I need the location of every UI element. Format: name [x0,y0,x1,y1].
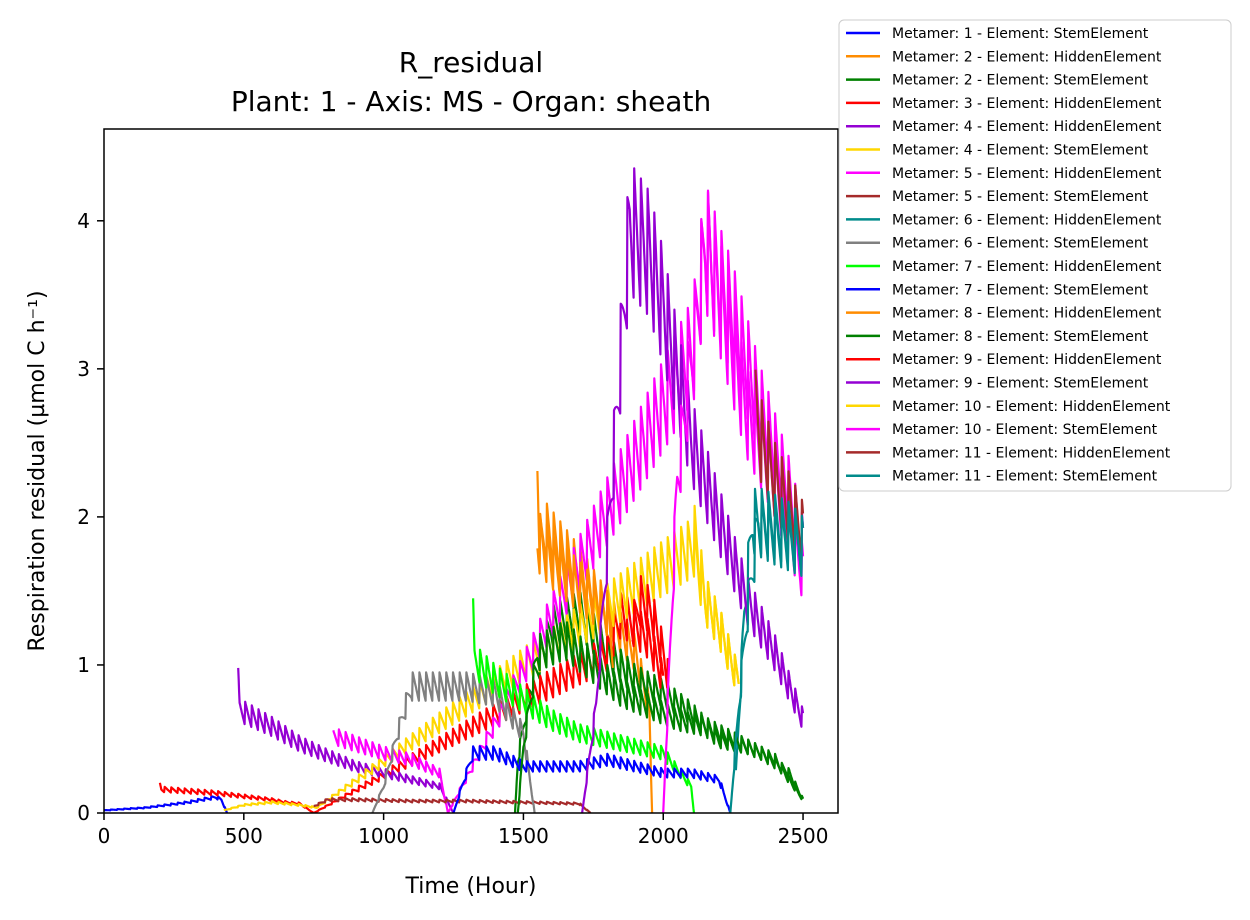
series-line-13 [536,512,614,668]
legend-entry: Metamer: 11 - Element: StemElement [892,469,1158,485]
series-line-11 [472,598,696,813]
legend-entry: Metamer: 5 - Element: StemElement [892,189,1149,205]
series-layer [104,167,805,813]
legend-entry: Metamer: 4 - Element: HiddenElement [892,119,1162,135]
series-line-8 [313,797,592,813]
series-line-16 [581,167,805,813]
series-line-17 [692,504,740,687]
x-tick-label: 1000 [358,824,409,848]
chart-subtitle: Plant: 1 - Axis: MS - Organ: sheath [231,85,711,118]
series-line-14 [516,621,805,813]
legend-entry: Metamer: 11 - Element: HiddenElement [892,445,1171,461]
legend-entry: Metamer: 6 - Element: HiddenElement [892,212,1162,228]
legend-entry: Metamer: 7 - Element: HiddenElement [892,259,1162,275]
y-tick-label: 3 [77,357,90,381]
legend-entry: Metamer: 3 - Element: HiddenElement [892,96,1162,112]
series-line-3 [513,591,805,813]
y-axis-label: Respiration residual (µmol C h⁻¹) [25,290,50,651]
legend: Metamer: 1 - Element: StemElement Metamer… [838,19,1232,492]
legend-entry: Metamer: 8 - Element: HiddenElement [892,306,1162,322]
legend-box [838,19,1232,492]
legend-entry: Metamer: 8 - Element: StemElement [892,329,1149,345]
series-line-15 [631,575,670,689]
legend-entry: Metamer: 9 - Element: HiddenElement [892,352,1162,368]
chart-title: R_residual [399,46,543,79]
legend-entry: Metamer: 9 - Element: StemElement [892,376,1149,392]
series-line-10 [371,671,536,813]
series-line-1 [104,795,229,813]
x-tick-label: 500 [225,824,263,848]
legend-entry: Metamer: 6 - Element: StemElement [892,236,1149,252]
x-axis-label: Time (Hour) [405,874,537,899]
x-tick-label: 0 [98,824,111,848]
y-tick-label: 4 [77,209,90,233]
legend-entry: Metamer: 1 - Element: StemElement [892,26,1149,42]
x-tick-label: 1500 [498,824,549,848]
series-line-12 [452,745,732,813]
y-tick-label: 1 [77,653,90,677]
legend-entry: Metamer: 7 - Element: StemElement [892,282,1149,298]
y-axis: 0 1 2 3 4 [77,209,104,825]
legend-entry: Metamer: 5 - Element: HiddenElement [892,166,1162,182]
series-line-19 [754,369,805,564]
x-axis: 0 500 1000 1500 2000 2500 [98,813,829,848]
series-line-20 [729,487,805,813]
series-line-5 [237,667,455,813]
x-tick-label: 2500 [778,824,829,848]
legend-entry: Metamer: 2 - Element: HiddenElement [892,49,1162,65]
plot-frame [103,128,839,814]
legend-entry: Metamer: 10 - Element: StemElement [892,422,1158,438]
legend-entry: Metamer: 4 - Element: StemElement [892,143,1149,159]
legend-entry: Metamer: 10 - Element: HiddenElement [892,399,1171,415]
y-tick-label: 2 [77,505,90,529]
series-line-18 [662,190,805,813]
legend-entry: Metamer: 2 - Element: StemElement [892,73,1149,89]
y-tick-label: 0 [77,801,90,825]
x-tick-label: 2000 [638,824,689,848]
